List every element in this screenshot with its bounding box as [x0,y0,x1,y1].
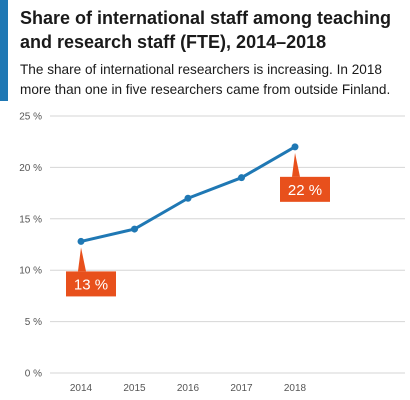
data-point [291,143,299,151]
x-tick-label: 2016 [177,383,200,394]
y-tick-label: 20 % [19,163,42,174]
data-point [238,174,245,182]
callout-box [66,271,116,297]
callout-label: 22 % [288,182,322,199]
chart-title: Share of international staff among teach… [20,8,392,52]
chart-subtitle: The share of international researchers i… [20,62,391,97]
x-tick-label: 2014 [70,383,93,394]
x-tick-label: 2017 [230,383,253,394]
x-tick-label: 2015 [123,383,146,394]
data-point [77,237,85,245]
callout-pointer [292,152,300,177]
data-point [184,194,192,202]
y-tick-label: 15 % [19,214,42,225]
callout-label: 13 % [74,276,108,293]
series-line [79,145,297,243]
y-tick-label: 25 % [19,112,42,123]
y-tick-label: 0 % [25,369,42,380]
data-point [131,225,138,233]
callout-pointer [78,247,86,272]
callout-box [280,176,330,202]
x-tick-label: 2018 [284,383,307,394]
y-tick-label: 5 % [25,317,42,328]
y-tick-label: 10 % [19,266,42,277]
accent-bar [0,0,8,101]
